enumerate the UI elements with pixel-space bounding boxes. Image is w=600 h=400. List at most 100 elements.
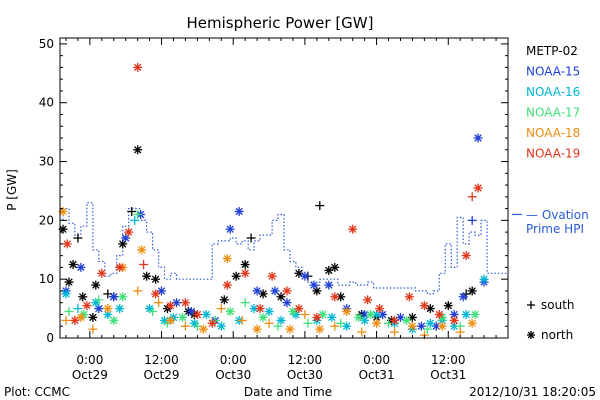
point-north	[336, 292, 346, 302]
point-south	[73, 304, 83, 314]
point-south	[73, 233, 83, 243]
point-north	[461, 251, 471, 261]
legend-entry: NOAA-19	[526, 147, 580, 161]
x-tick-time-label: 12:00	[431, 353, 466, 367]
point-south	[180, 321, 190, 331]
point-north	[443, 301, 453, 311]
point-north	[64, 277, 74, 287]
symbol-legend-label: north	[541, 328, 573, 342]
point-south	[246, 233, 256, 243]
legend-entry: NOAA-15	[526, 65, 580, 79]
point-north	[94, 304, 104, 314]
point-north	[390, 315, 399, 325]
point-north	[470, 310, 480, 319]
legend-entry: NOAA-17	[526, 106, 580, 120]
point-north	[425, 304, 435, 314]
point-north	[231, 271, 241, 281]
y-axis-label: P [GW]	[5, 169, 19, 211]
point-north	[88, 312, 98, 322]
ovation-label-line1: — Ovation	[526, 208, 589, 222]
point-north	[189, 318, 199, 328]
point-south	[467, 215, 477, 225]
point-north	[348, 224, 358, 234]
point-north	[115, 304, 125, 314]
x-tick-time-label: 0:00	[76, 353, 103, 367]
point-north	[166, 301, 175, 311]
chart-title: Hemispheric Power [GW]	[187, 14, 374, 32]
symbol-legend: south north	[527, 298, 575, 342]
point-north	[222, 254, 232, 264]
point-north	[318, 310, 328, 319]
point-north	[342, 321, 352, 331]
point-south	[300, 310, 310, 319]
point-north	[62, 239, 72, 249]
point-south	[216, 304, 226, 314]
point-south	[303, 318, 313, 328]
point-north	[103, 304, 113, 314]
legend-entry: NOAA-18	[526, 126, 580, 140]
point-south	[273, 321, 283, 331]
point-south	[148, 307, 158, 316]
point-north	[151, 289, 161, 299]
point-south	[64, 307, 74, 316]
point-south	[237, 315, 247, 325]
point-north	[363, 295, 373, 305]
point-north	[449, 315, 459, 325]
point-south	[133, 210, 143, 219]
x-tick-date-label: Oct30	[215, 368, 251, 382]
point-north	[372, 318, 382, 328]
point-south	[330, 321, 340, 331]
point-north	[276, 292, 286, 302]
point-north	[330, 262, 340, 272]
x-tick-date-label: Oct31	[359, 368, 395, 382]
point-north	[76, 262, 86, 272]
point-north	[258, 312, 268, 322]
footer-timestamp: 2012/10/31 18:20:05	[469, 385, 596, 399]
point-north	[449, 310, 459, 319]
x-tick-date-label: Oct29	[144, 368, 180, 382]
point-north	[375, 304, 385, 314]
point-north	[434, 310, 444, 319]
point-north	[270, 286, 280, 296]
point-north	[115, 262, 125, 272]
point-north	[315, 324, 325, 334]
footer-plot-credit: Plot: CCMC	[4, 385, 70, 399]
point-north	[479, 274, 489, 284]
point-north	[166, 315, 175, 325]
point-north	[234, 207, 244, 216]
point-south	[154, 298, 164, 308]
ovation-prime-hpi-line	[60, 202, 522, 295]
point-north	[201, 310, 211, 319]
point-north	[276, 315, 286, 325]
series-legend: METP-02 NOAA-15 NOAA-16 NOAA-17 NOAA-18 NOAA-…	[526, 44, 580, 161]
point-north	[300, 271, 310, 281]
point-north	[267, 271, 277, 281]
x-tick-time-label: 0:00	[363, 353, 390, 367]
point-south	[61, 315, 71, 325]
y-axis: 0 10 20 30 40 50	[39, 37, 508, 345]
point-south	[127, 207, 137, 216]
x-tick-time-label: 12:00	[144, 353, 179, 367]
point-north	[133, 62, 143, 72]
data-points	[58, 62, 489, 340]
x-tick-date-label: Oct30	[287, 368, 323, 382]
point-south	[390, 327, 399, 337]
x-tick-time-label: 12:00	[288, 353, 323, 367]
x-axis-label: Date and Time	[244, 385, 332, 399]
point-north	[252, 324, 262, 334]
point-north	[324, 280, 334, 290]
point-north	[255, 304, 265, 314]
point-north	[461, 310, 471, 319]
point-north	[219, 295, 229, 305]
point-north	[312, 312, 322, 322]
y-tick-label: 40	[39, 96, 54, 110]
point-south	[264, 318, 274, 328]
point-north	[473, 183, 483, 193]
point-north	[207, 318, 217, 328]
point-north	[61, 289, 71, 299]
point-north	[354, 312, 364, 322]
legend-entry: NOAA-16	[526, 85, 580, 99]
point-north	[309, 280, 319, 290]
point-north	[68, 260, 78, 269]
point-north	[285, 324, 295, 334]
